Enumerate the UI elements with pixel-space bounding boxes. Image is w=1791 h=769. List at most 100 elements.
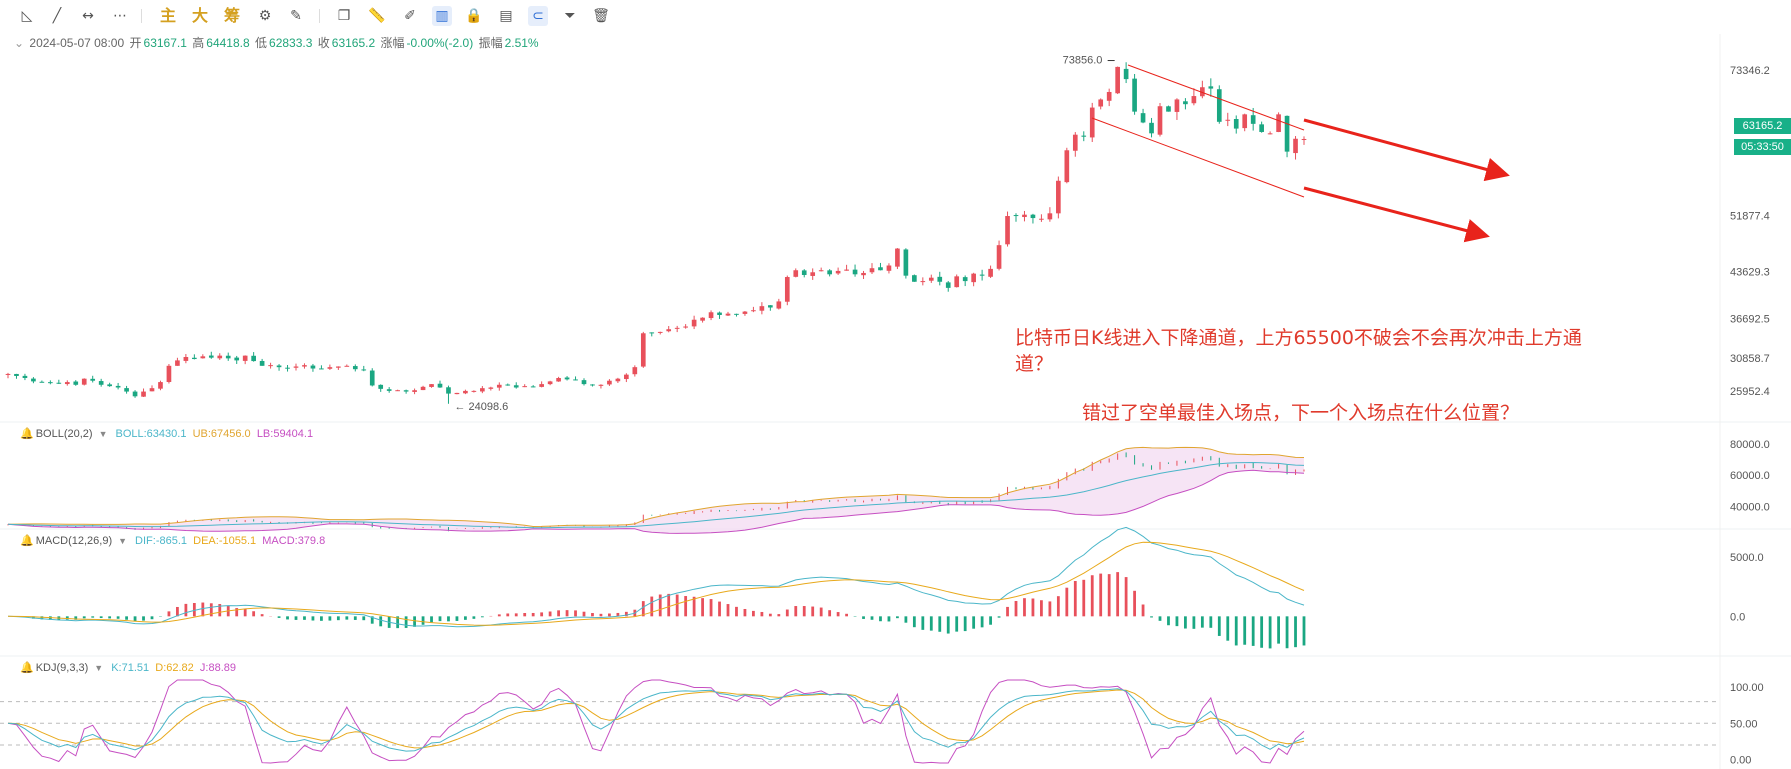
candle-body xyxy=(149,388,155,392)
candlestick-type-icon[interactable]: ▥ xyxy=(432,6,452,26)
candle-body xyxy=(463,390,468,394)
candle-body xyxy=(996,245,1002,269)
bell-icon[interactable]: 🔔 xyxy=(20,428,34,440)
candle-body xyxy=(920,281,926,283)
candle-body xyxy=(607,380,612,385)
candle-body xyxy=(403,390,409,392)
boll-ub-value: UB:67456.0 xyxy=(192,428,251,440)
boll-name: BOLL(20,2) xyxy=(35,428,93,440)
candle-body xyxy=(742,311,748,314)
bell-icon[interactable]: 🔔 xyxy=(20,662,34,674)
candle-body xyxy=(1200,87,1205,97)
boll-lb-line xyxy=(7,469,1305,534)
chevron-down-icon[interactable]: ▼ xyxy=(118,536,128,546)
price-range-icon[interactable]: ↔ xyxy=(78,6,98,26)
candle-body xyxy=(90,378,96,381)
candle-body xyxy=(784,277,790,302)
big-order-button[interactable]: 大 xyxy=(191,6,208,25)
candle-body xyxy=(234,357,240,361)
trend-line-icon[interactable]: ╱ xyxy=(47,6,67,26)
candle-body xyxy=(208,355,214,358)
candle-body xyxy=(615,378,621,382)
copy-icon[interactable]: ❐ xyxy=(334,6,354,26)
chevron-down-icon[interactable]: ▼ xyxy=(98,429,108,439)
candle-body xyxy=(124,388,129,392)
filter-icon[interactable]: ⏷ xyxy=(560,6,580,26)
candle-body xyxy=(1166,106,1171,112)
candle-body xyxy=(14,373,19,376)
collapse-chevron-icon[interactable]: ⌄ xyxy=(14,36,25,50)
candle-body xyxy=(344,365,350,367)
candle-body xyxy=(1039,218,1044,220)
candle-body xyxy=(844,269,849,271)
candle-body xyxy=(1276,114,1281,133)
candle-body xyxy=(852,269,858,275)
candle-body xyxy=(895,248,900,267)
candle-body xyxy=(1267,133,1273,135)
chevron-down-icon[interactable]: ▼ xyxy=(94,663,104,673)
ruler-icon[interactable]: 📏 xyxy=(368,8,386,24)
high-value: 64418.8 xyxy=(206,36,250,50)
candle-body xyxy=(954,276,960,288)
main-chart-button[interactable]: 主 xyxy=(159,6,176,25)
notes-icon[interactable]: ▤ xyxy=(496,6,516,26)
candle-body xyxy=(166,365,172,382)
candle-body xyxy=(717,312,722,315)
candle-body xyxy=(1157,106,1163,135)
low-value: 62833.3 xyxy=(269,36,313,50)
chart-settings-icon[interactable]: ⚙ xyxy=(255,6,275,26)
kdj-d-line xyxy=(7,689,1305,749)
toolbar-separator xyxy=(319,9,320,23)
candle-body xyxy=(369,370,375,386)
candle-body xyxy=(581,380,587,385)
candle-body xyxy=(200,356,206,359)
candle-body xyxy=(1064,150,1070,183)
lock-icon[interactable]: 🔒 xyxy=(465,8,483,24)
candle-body xyxy=(793,270,799,277)
macd-axis-label: 5000.0 xyxy=(1730,552,1764,564)
boll-axis-label: 60000.0 xyxy=(1730,470,1770,482)
candle-body xyxy=(454,392,460,395)
candle-body xyxy=(734,313,739,315)
kdj-k-value: K:71.51 xyxy=(111,662,150,674)
horizontal-ray-icon[interactable]: ◺ xyxy=(17,6,37,26)
candle-body xyxy=(632,367,638,375)
magnet-icon[interactable]: ⊂ xyxy=(528,6,548,26)
more-tools-icon[interactable]: ⋯ xyxy=(110,6,130,26)
candle-body xyxy=(64,382,70,385)
candle-body xyxy=(573,379,578,381)
candle-body xyxy=(505,384,511,386)
candle-body xyxy=(683,326,688,328)
candle-body xyxy=(674,327,680,329)
price-axis-label: 25952.4 xyxy=(1730,386,1770,398)
candle-body xyxy=(1123,68,1129,80)
candle-body xyxy=(48,382,53,384)
countdown-tag: 05:33:50 xyxy=(1734,139,1791,155)
current-price-tag: 63165.2 xyxy=(1734,118,1791,134)
bell-icon[interactable]: 🔔 xyxy=(20,535,34,547)
candle-body xyxy=(268,365,273,367)
delete-icon[interactable]: 🗑 xyxy=(592,8,610,24)
low-label: 低 xyxy=(255,36,268,50)
candle-body xyxy=(310,365,316,369)
candle-body xyxy=(776,301,782,309)
candle-body xyxy=(818,270,824,272)
candle-body xyxy=(336,366,341,368)
high-price-annotation: 73856.0 xyxy=(1063,55,1103,67)
candle-body xyxy=(242,355,248,361)
candle-body xyxy=(886,265,892,271)
candle-body xyxy=(1056,180,1061,214)
candle-body xyxy=(1047,213,1053,220)
candle-body xyxy=(1089,107,1095,138)
drawing-settings-icon[interactable]: ✎ xyxy=(286,6,306,26)
brush-icon[interactable]: ✐ xyxy=(400,6,420,26)
channel-upper-line xyxy=(1127,64,1305,131)
candle-body xyxy=(192,357,197,360)
chip-distribution-button[interactable]: 筹 xyxy=(223,6,240,25)
macd-name: MACD(12,26,9) xyxy=(35,535,113,547)
open-value: 63167.1 xyxy=(143,36,187,50)
candle-body xyxy=(217,355,223,359)
candle-body xyxy=(640,333,646,367)
candle-body xyxy=(598,384,604,386)
